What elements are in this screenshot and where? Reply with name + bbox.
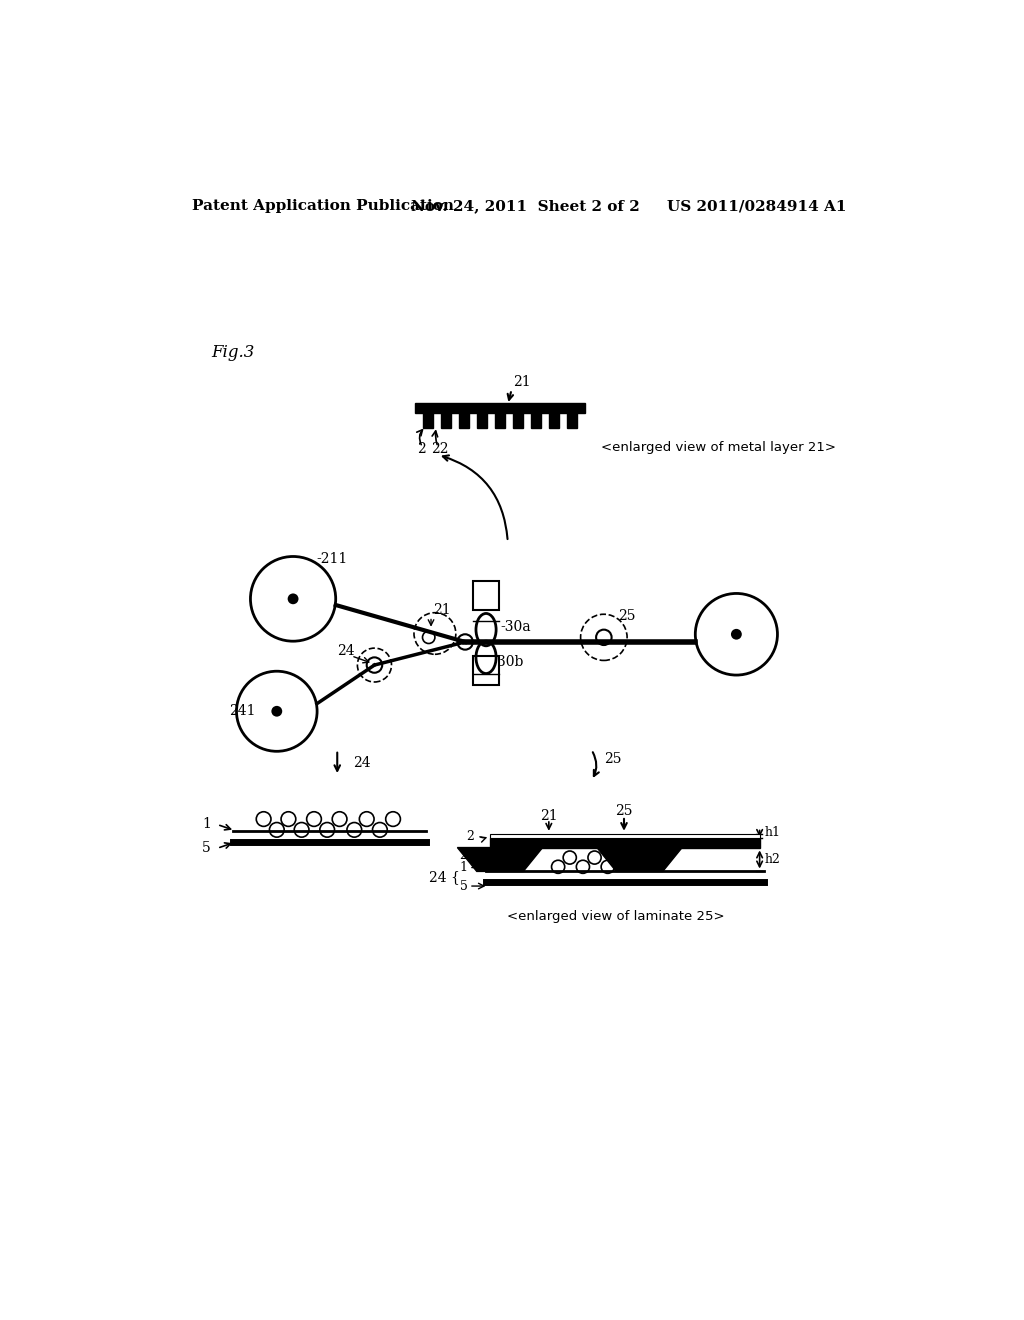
Bar	[459, 413, 469, 428]
Text: 24 {: 24 {	[429, 870, 460, 884]
Circle shape	[271, 706, 283, 717]
Text: 24: 24	[337, 644, 355, 659]
Bar	[567, 413, 578, 428]
Bar	[495, 413, 505, 428]
Text: 25: 25	[617, 609, 635, 623]
Text: Patent Application Publication: Patent Application Publication	[191, 199, 454, 213]
Bar	[489, 838, 760, 847]
Bar	[473, 581, 500, 610]
Bar	[531, 413, 541, 428]
Text: US 2011/0284914 A1: US 2011/0284914 A1	[667, 199, 846, 213]
Bar	[415, 404, 586, 412]
Bar	[473, 656, 500, 685]
Bar	[513, 413, 523, 428]
Text: 1: 1	[202, 817, 211, 832]
Text: 21: 21	[433, 603, 451, 618]
Text: 21: 21	[513, 375, 530, 388]
Text: 5: 5	[202, 841, 211, 855]
Text: 2: 2	[467, 829, 474, 842]
Text: -211: -211	[316, 552, 347, 566]
Text: Fig.3: Fig.3	[212, 345, 255, 360]
Polygon shape	[458, 847, 543, 871]
Text: h1: h1	[764, 825, 780, 838]
Text: <enlarged view of metal layer 21>: <enlarged view of metal layer 21>	[601, 441, 836, 454]
Bar	[477, 413, 487, 428]
Text: -30a: -30a	[500, 619, 530, 634]
Text: 25: 25	[604, 752, 622, 766]
Polygon shape	[597, 847, 682, 871]
Text: Nov. 24, 2011  Sheet 2 of 2: Nov. 24, 2011 Sheet 2 of 2	[411, 199, 640, 213]
Text: 25: 25	[615, 804, 633, 817]
Text: 1: 1	[460, 861, 467, 874]
Text: <enlarged view of laminate 25>: <enlarged view of laminate 25>	[508, 911, 725, 924]
Text: 21: 21	[540, 809, 558, 822]
Text: 24: 24	[352, 756, 371, 770]
Circle shape	[731, 628, 741, 640]
Text: h2: h2	[764, 853, 780, 866]
Text: 22: 22	[431, 442, 449, 457]
Text: 241: 241	[228, 705, 255, 718]
Text: 2: 2	[417, 442, 425, 457]
Circle shape	[288, 594, 299, 605]
Bar	[549, 413, 559, 428]
Bar	[489, 834, 760, 838]
Text: 30b: 30b	[497, 655, 523, 669]
Text: 22: 22	[460, 849, 475, 862]
Bar	[440, 413, 451, 428]
Text: 5: 5	[460, 879, 467, 892]
Bar	[423, 413, 433, 428]
